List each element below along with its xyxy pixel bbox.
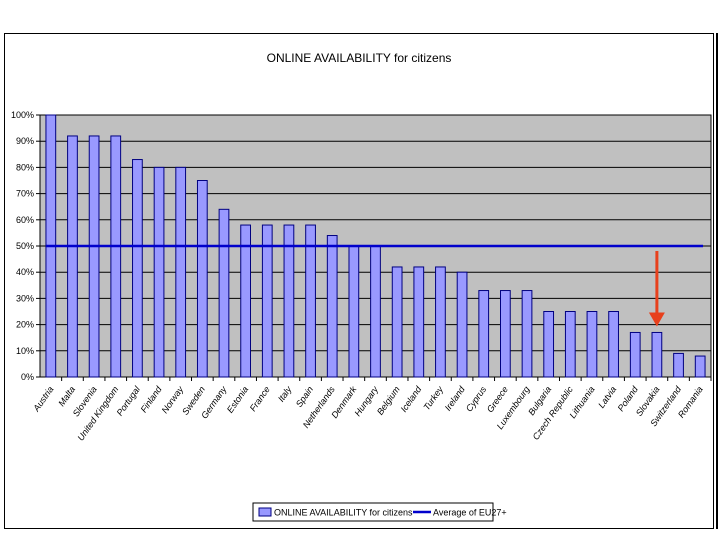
x-tick-label: Portugal bbox=[115, 384, 143, 418]
bar bbox=[543, 311, 555, 378]
legend-label-bar: ONLINE AVAILABILITY for citizens bbox=[274, 508, 413, 518]
bar bbox=[478, 290, 490, 378]
y-tick-label: 40% bbox=[16, 267, 34, 277]
y-tick-label: 30% bbox=[16, 293, 34, 303]
bar bbox=[153, 166, 165, 378]
x-tick-label: Turkey bbox=[421, 384, 445, 412]
chart-title: ONLINE AVAILABILITY for citizens bbox=[267, 51, 452, 65]
frame-edge bbox=[716, 33, 718, 529]
bar bbox=[500, 290, 511, 378]
x-tick-label: Austria bbox=[31, 384, 56, 414]
annotation-arrow-head bbox=[648, 312, 665, 327]
x-tick-label: Malta bbox=[56, 384, 77, 408]
bar bbox=[175, 166, 187, 378]
legend-swatch-bar bbox=[258, 507, 272, 517]
legend: ONLINE AVAILABILITY for citizens Average … bbox=[252, 502, 507, 522]
bar bbox=[110, 135, 122, 378]
bar bbox=[435, 266, 446, 378]
x-tick-label: Latvia bbox=[596, 384, 618, 409]
x-tick-label: Italy bbox=[276, 384, 294, 404]
bar bbox=[218, 208, 230, 378]
plot-area: 0% 10% 20% 30% 40% 50% 60% 70% 80% 90% 100% Austria… bbox=[11, 110, 712, 443]
bar bbox=[521, 290, 533, 378]
bar bbox=[586, 311, 598, 378]
x-tick-label: Belgium bbox=[375, 384, 402, 417]
bar bbox=[261, 224, 273, 378]
chart-svg: ONLINE AVAILABILITY for citizens 0% 10% 20… bbox=[11, 51, 712, 522]
bar bbox=[305, 224, 316, 378]
chart-frame: ONLINE AVAILABILITY for citizens 0% 10% 20… bbox=[4, 33, 714, 529]
bar bbox=[651, 331, 663, 378]
y-tick-label: 80% bbox=[16, 162, 34, 172]
x-tick-label: Spain bbox=[294, 384, 315, 409]
y-tick-label: 0% bbox=[21, 372, 34, 382]
y-tick-label: 70% bbox=[16, 189, 34, 199]
bar bbox=[326, 235, 338, 378]
bar bbox=[370, 245, 381, 378]
bar bbox=[629, 331, 641, 378]
bar bbox=[240, 224, 251, 378]
y-tick-label: 50% bbox=[16, 241, 34, 251]
bar bbox=[456, 271, 468, 378]
y-tick-label: 90% bbox=[16, 136, 34, 146]
bar bbox=[67, 135, 78, 378]
bar bbox=[132, 159, 143, 378]
bar bbox=[608, 311, 619, 378]
legend-label-line: Average of EU27+ bbox=[433, 508, 507, 518]
x-tick-label: Iceland bbox=[399, 384, 424, 414]
bar bbox=[88, 135, 100, 378]
bar bbox=[348, 245, 360, 378]
x-tick-label: Estonia bbox=[225, 384, 250, 414]
bar bbox=[391, 266, 403, 378]
legend-box bbox=[252, 502, 494, 522]
bar bbox=[413, 266, 425, 378]
bar bbox=[673, 352, 684, 378]
x-tick-label: France bbox=[248, 384, 272, 413]
bar bbox=[694, 355, 706, 378]
y-tick-label: 10% bbox=[16, 346, 34, 356]
bar bbox=[564, 311, 576, 378]
bar bbox=[283, 224, 295, 378]
y-tick-label: 20% bbox=[16, 320, 34, 330]
y-tick-label: 60% bbox=[16, 215, 34, 225]
bar bbox=[196, 180, 208, 378]
y-tick-label: 100% bbox=[11, 110, 34, 120]
